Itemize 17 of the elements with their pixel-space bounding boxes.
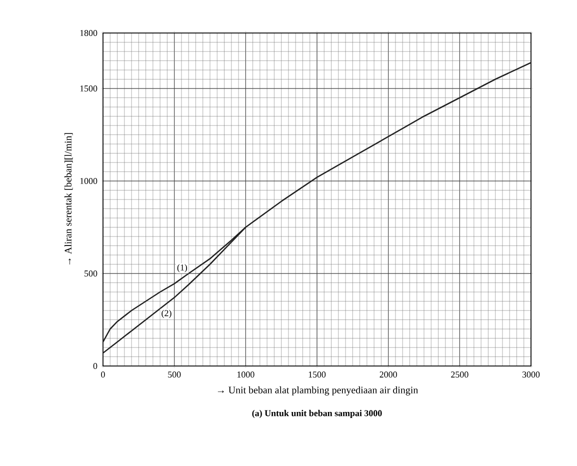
x-tick-label: 3000 [522, 372, 540, 378]
x-tick-label: 1500 [308, 372, 326, 378]
y-tick-label: 500 [84, 270, 98, 277]
y-tick-label: 1500 [80, 85, 98, 92]
x-tick-label: 500 [168, 372, 181, 378]
y-tick-label: 1000 [80, 178, 98, 184]
y-tick-label: 0 [93, 362, 98, 370]
x-tick-label: 2000 [380, 372, 397, 378]
y-tick-label: 1800 [80, 30, 98, 36]
series-label: (2) [162, 310, 172, 318]
x-tick-label: 0 [101, 372, 105, 378]
text: (a) Untuk unit beban sampai 3000 [252, 410, 382, 418]
x-axis-title: → Unit beban alat plambing penyediaan air dingin [218, 386, 418, 396]
x-tick-label: 1000 [237, 372, 254, 378]
x-tick-label: 2500 [451, 372, 468, 378]
y-axis-title: → Aliran serentak [beban][l/min] [64, 133, 73, 265]
series-label: (1) [177, 264, 188, 272]
